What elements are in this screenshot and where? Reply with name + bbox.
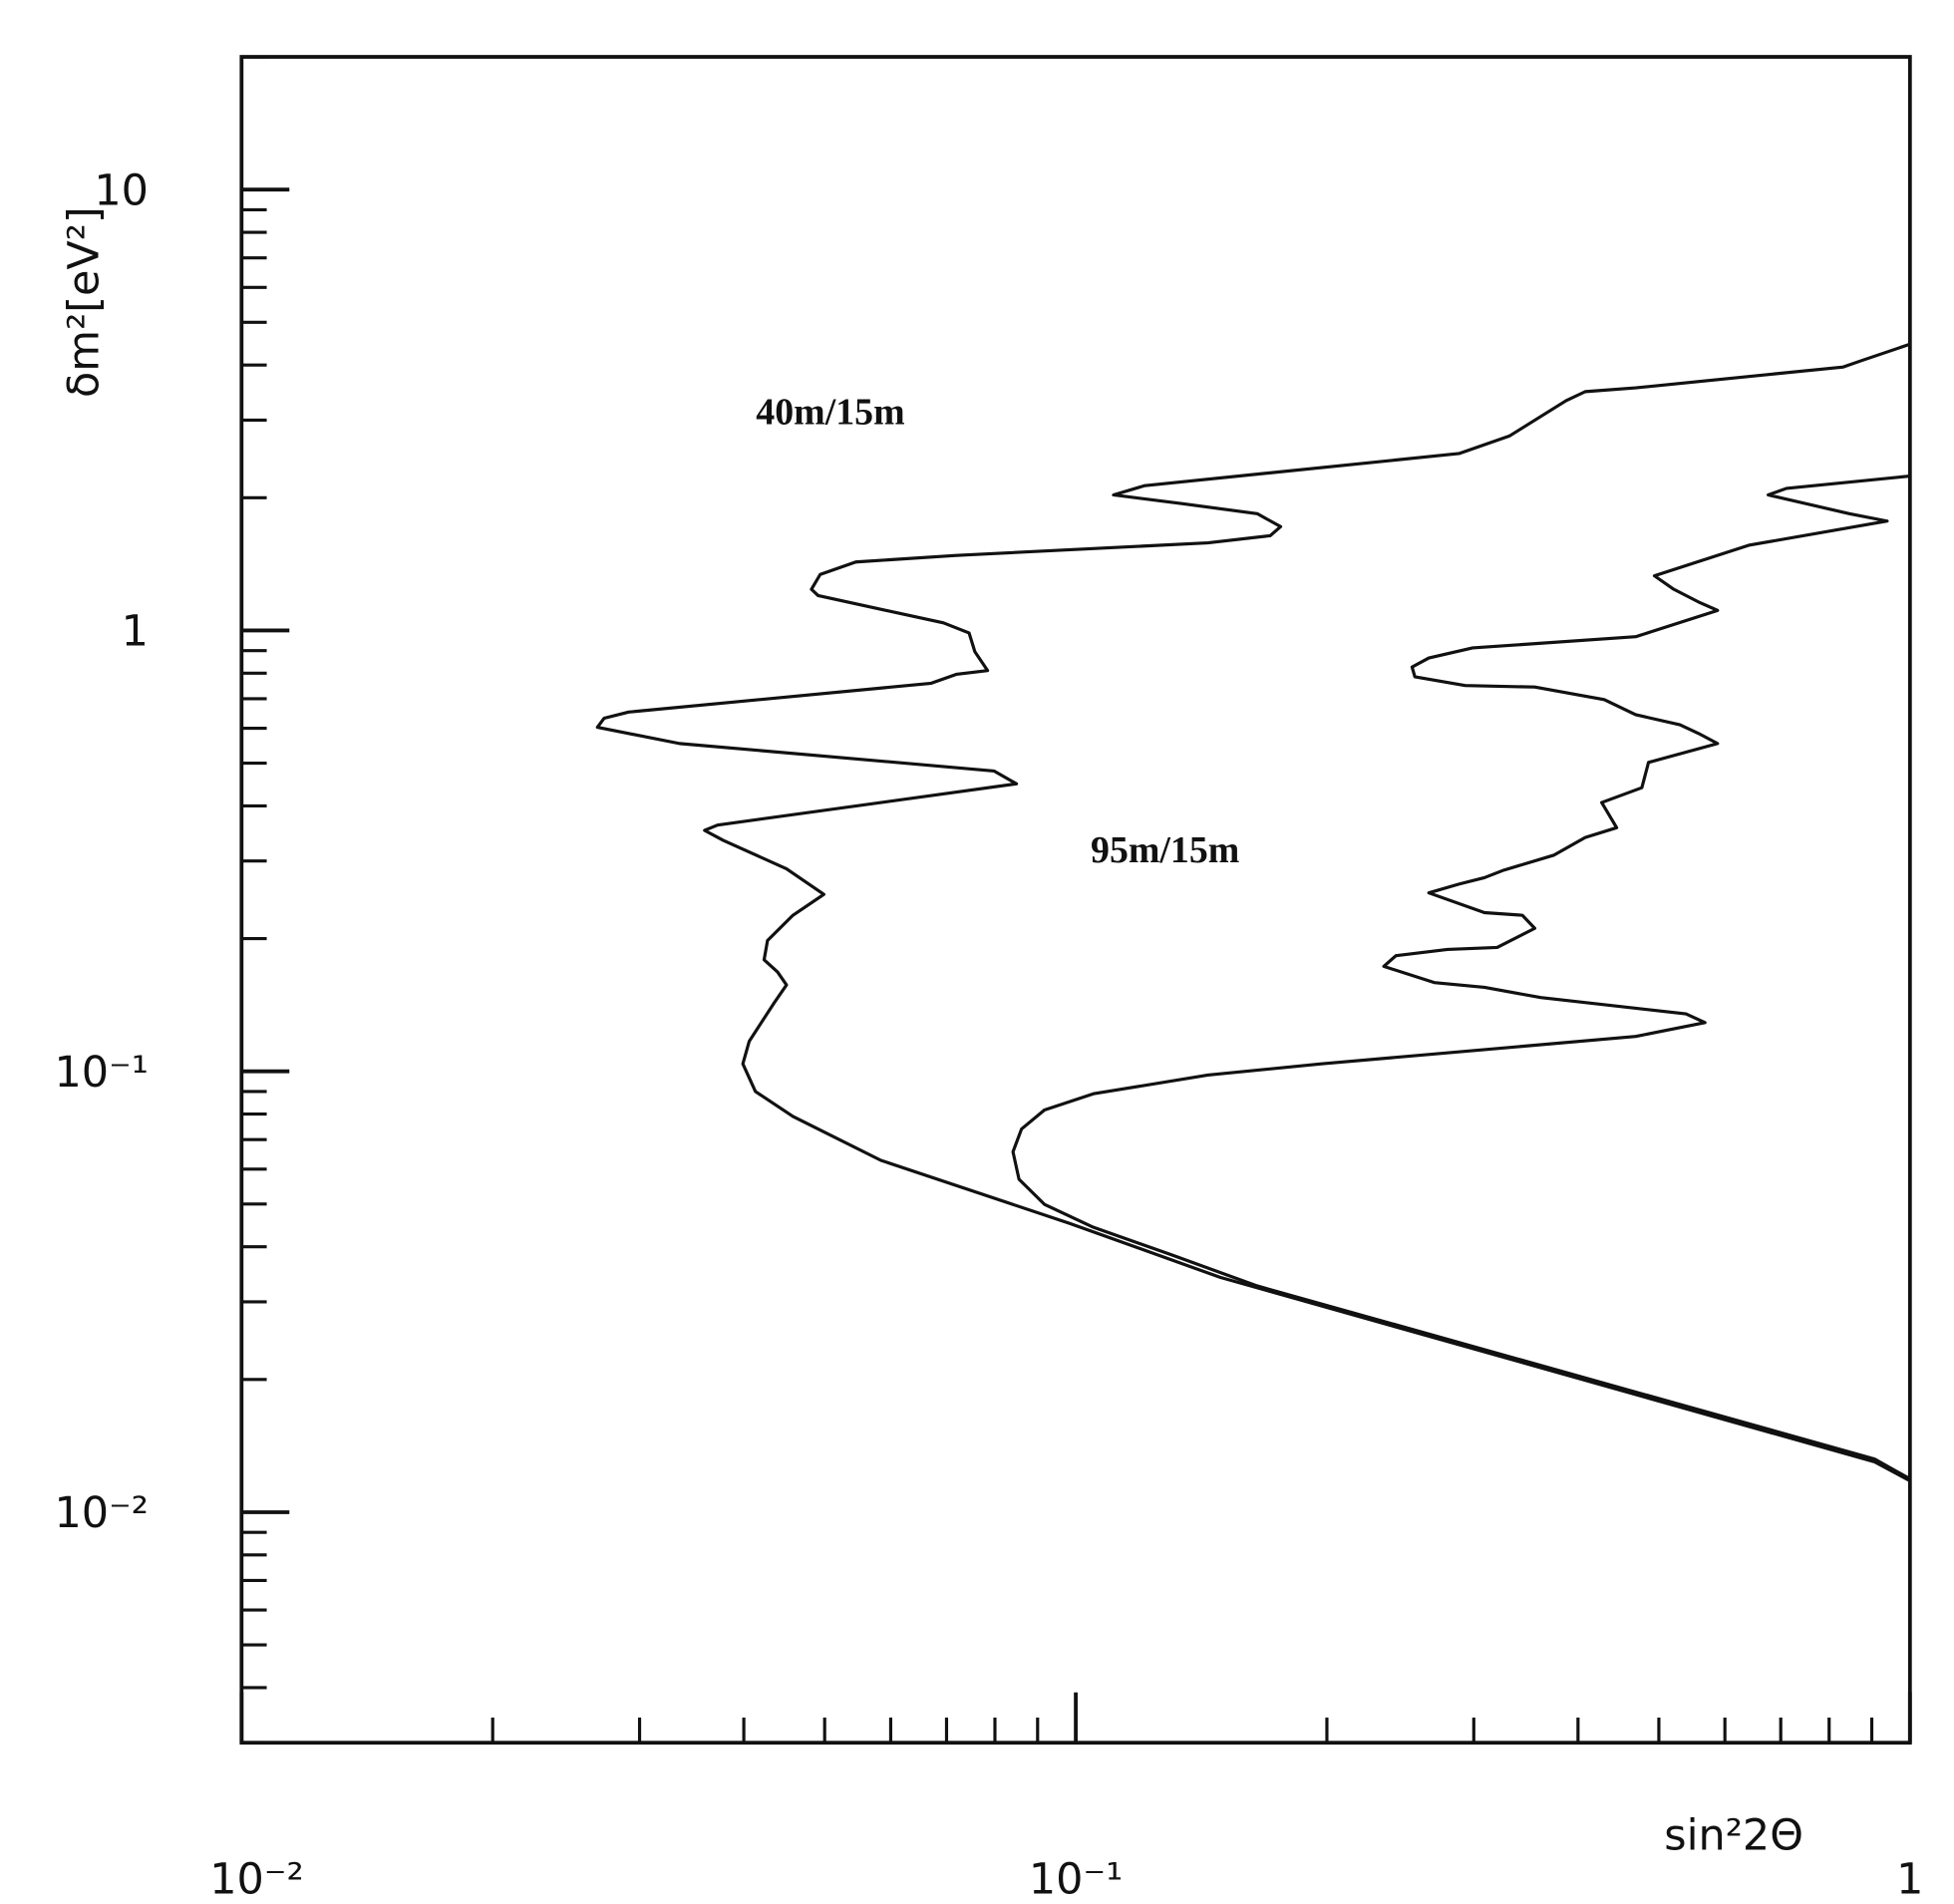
x-tick-label: 10⁻¹ bbox=[1029, 1855, 1123, 1904]
x-tick-label: 1 bbox=[1896, 1855, 1923, 1904]
curve bbox=[1011, 474, 1911, 1480]
y-tick-label: 10⁻¹ bbox=[54, 1048, 148, 1098]
y-tick-label: 10 bbox=[94, 165, 149, 215]
plot-frame bbox=[239, 55, 1912, 1745]
x-axis-title: sin²2Θ bbox=[1664, 1810, 1803, 1860]
curve-label: 40m/15m bbox=[756, 392, 904, 434]
y-tick-label: 10⁻² bbox=[54, 1488, 148, 1538]
curve-label: 95m/15m bbox=[1091, 829, 1239, 871]
curve bbox=[595, 342, 1911, 1482]
y-tick-label: 1 bbox=[122, 607, 149, 657]
y-axis-title: δm²[eV²] bbox=[59, 206, 109, 398]
x-tick-label: 10⁻² bbox=[209, 1855, 303, 1904]
